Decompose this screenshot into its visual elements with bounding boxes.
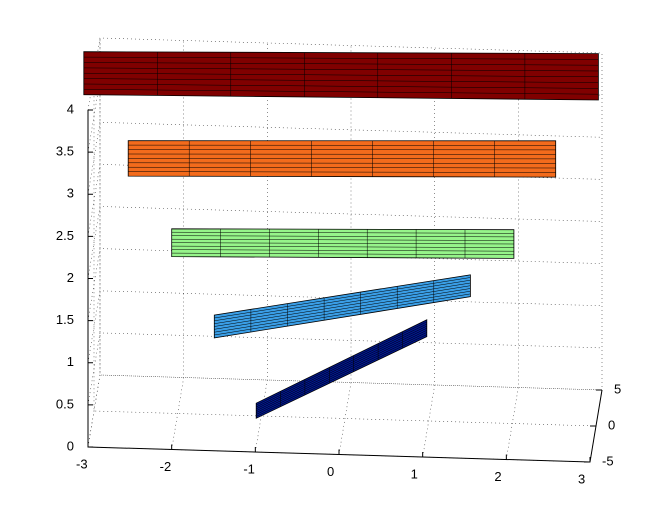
grid-line (87, 206, 603, 279)
ribbon (255, 319, 428, 419)
y-tick-label: -5 (602, 453, 614, 468)
grid-line (87, 248, 603, 321)
ribbon-mesh (214, 277, 471, 336)
z-tick-label: 0 (67, 438, 74, 453)
x-tick-label: 3 (578, 471, 585, 486)
ribbon-mesh (171, 228, 514, 259)
z-tick-label: 4 (67, 101, 74, 116)
y-tick-label: 0 (608, 417, 615, 432)
ribbon-mesh (256, 321, 427, 417)
z-tick-label: 3 (67, 186, 74, 201)
x-tick-label: 2 (494, 469, 501, 484)
z-tick-label: 2.5 (56, 228, 74, 243)
z-tick-label: 2 (67, 270, 74, 285)
x-tick-label: 0 (327, 464, 334, 479)
grid-line (87, 290, 603, 363)
grid-line (87, 332, 603, 405)
grid-line (506, 50, 519, 460)
z-tick-label: 1 (67, 354, 74, 369)
z-tick-label: 0.5 (56, 396, 74, 411)
x-tick-label: 1 (411, 466, 418, 481)
ribbon-mesh (128, 140, 556, 177)
grid-line (87, 121, 603, 195)
x-tick-label: -3 (76, 456, 88, 471)
x-tick-label: -2 (160, 459, 172, 474)
y-tick-label: 5 (614, 381, 621, 396)
ribbon (83, 51, 599, 101)
grid-line (422, 48, 435, 458)
grid-line (87, 374, 603, 448)
grid-line (87, 164, 603, 237)
ribbon-mesh (83, 52, 599, 100)
x-tick-label: -1 (243, 461, 255, 476)
z-tick-label: 1.5 (56, 312, 74, 327)
z-tick-label: 3.5 (56, 144, 74, 159)
